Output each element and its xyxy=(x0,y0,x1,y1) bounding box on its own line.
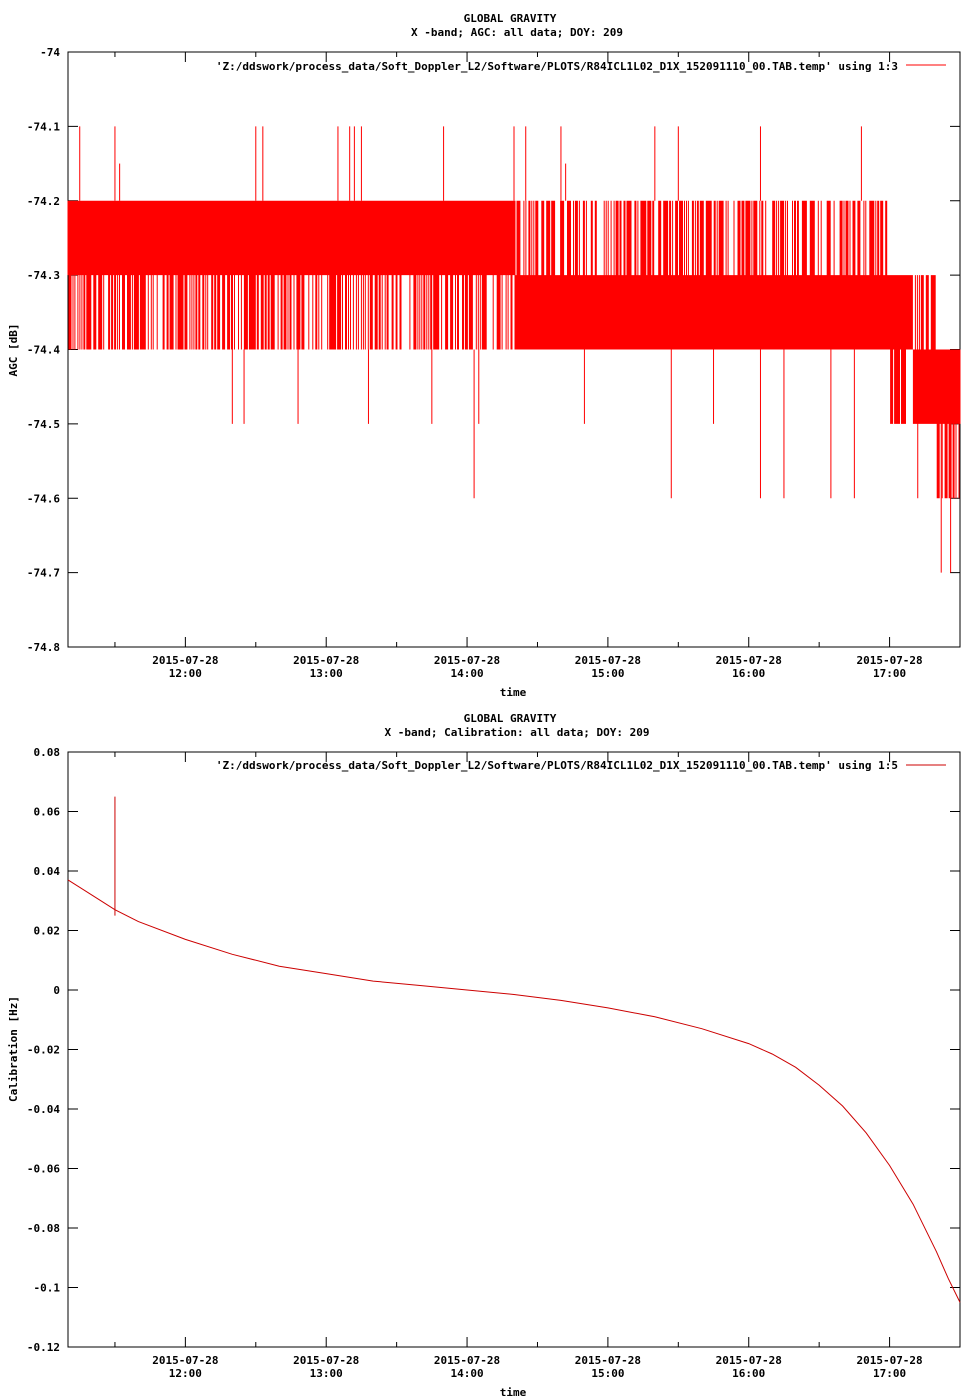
chart2-ytick-label: -0.02 xyxy=(27,1044,60,1057)
chart2-xtick-time: 16:00 xyxy=(732,1367,765,1380)
chart1-xlabel: time xyxy=(500,686,527,699)
chart2-subtitle: X -band; Calibration: all data; DOY: 209 xyxy=(385,726,650,739)
chart2-ytick-label: -0.1 xyxy=(34,1282,61,1295)
chart2-legend-label: 'Z:/ddswork/process_data/Soft_Doppler_L2… xyxy=(216,759,898,772)
chart1-xtick-date: 2015-07-28 xyxy=(293,654,359,667)
chart2-ytick-label: 0 xyxy=(53,984,60,997)
chart1-xtick-date: 2015-07-28 xyxy=(152,654,218,667)
chart1-xtick-time: 14:00 xyxy=(450,667,483,680)
chart2-ytick-label: 0.04 xyxy=(34,865,61,878)
chart2-ytick-label: -0.04 xyxy=(27,1103,60,1116)
chart2-xtick-date: 2015-07-28 xyxy=(575,1354,641,1367)
chart2-xtick-date: 2015-07-28 xyxy=(434,1354,500,1367)
chart2-ytick-label: 0.02 xyxy=(34,925,61,938)
chart1-series-line xyxy=(67,200,961,499)
chart1-ytick-label: -74.7 xyxy=(27,567,60,580)
chart2-xtick-date: 2015-07-28 xyxy=(293,1354,359,1367)
chart2-xlabel: time xyxy=(500,1386,527,1399)
chart1-ylabel: AGC [dB] xyxy=(7,324,20,377)
chart1-xtick-time: 17:00 xyxy=(873,667,906,680)
chart2-xtick-time: 13:00 xyxy=(310,1367,343,1380)
chart2-ytick-label: 0.08 xyxy=(34,746,61,759)
chart1-xtick-time: 15:00 xyxy=(591,667,624,680)
chart1-xtick-date: 2015-07-28 xyxy=(575,654,641,667)
chart1-ytick-label: -74.2 xyxy=(27,195,60,208)
chart2-ytick-label: -0.06 xyxy=(27,1163,60,1176)
chart1-legend-label: 'Z:/ddswork/process_data/Soft_Doppler_L2… xyxy=(216,60,898,73)
chart1-ytick-label: -74.8 xyxy=(27,641,60,654)
chart1-ytick-label: -74.5 xyxy=(27,418,60,431)
chart1-xtick-date: 2015-07-28 xyxy=(716,654,782,667)
chart1-xtick-date: 2015-07-28 xyxy=(434,654,500,667)
chart2-ytick-label: -0.08 xyxy=(27,1222,60,1235)
chart2-series-line xyxy=(67,879,961,1303)
chart2-title: GLOBAL GRAVITY xyxy=(464,712,557,725)
chart1-ytick-label: -74.1 xyxy=(27,120,60,133)
chart2-xtick-date: 2015-07-28 xyxy=(152,1354,218,1367)
chart1-xtick-time: 16:00 xyxy=(732,667,765,680)
chart1-ytick-label: -74.4 xyxy=(27,344,60,357)
chart2-xtick-date: 2015-07-28 xyxy=(856,1354,922,1367)
chart2-ytick-label: 0.06 xyxy=(34,806,61,819)
chart1-ytick-label: -74 xyxy=(40,46,60,59)
chart2-xtick-date: 2015-07-28 xyxy=(716,1354,782,1367)
chart2-ylabel: Calibration [Hz] xyxy=(7,996,20,1102)
chart1-title: GLOBAL GRAVITY xyxy=(464,12,557,25)
chart1-ytick-label: -74.3 xyxy=(27,269,60,282)
chart2-xtick-time: 14:00 xyxy=(450,1367,483,1380)
chart1-xtick-date: 2015-07-28 xyxy=(856,654,922,667)
chart2-frame xyxy=(67,751,961,1348)
chart1-xtick-time: 13:00 xyxy=(310,667,343,680)
chart2-ytick-label: -0.12 xyxy=(27,1341,60,1354)
chart-marks: -74 -74.1 -74.2 -74.3 -74.4 -74.5 -74.6 -74.7 -7… xyxy=(27,46,961,1380)
chart1-subtitle: X -band; AGC: all data; DOY: 209 xyxy=(411,26,623,39)
chart2-xtick-time: 15:00 xyxy=(591,1367,624,1380)
chart2-xtick-time: 17:00 xyxy=(873,1367,906,1380)
chart1-xtick-time: 12:00 xyxy=(169,667,202,680)
chart2-xtick-time: 12:00 xyxy=(169,1367,202,1380)
chart1-ytick-label: -74.6 xyxy=(27,492,60,505)
